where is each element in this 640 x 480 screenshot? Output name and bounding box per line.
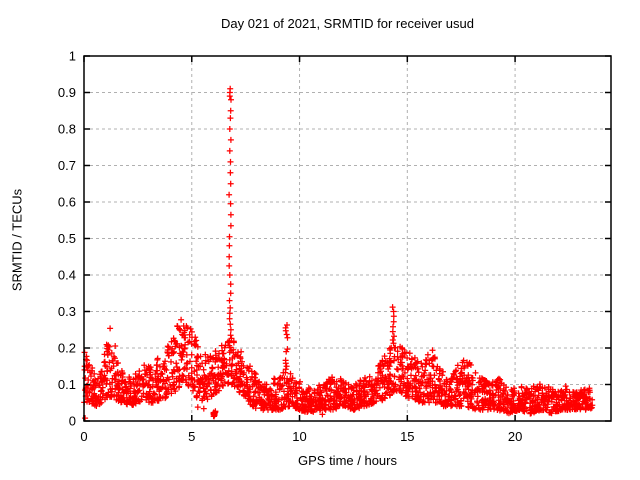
y-tick-label: 1 <box>69 49 76 64</box>
x-tick-label: 0 <box>80 429 87 444</box>
y-tick-label: 0.1 <box>58 377 76 392</box>
y-tick-label: 0.6 <box>58 195 76 210</box>
x-tick-label: 20 <box>508 429 522 444</box>
y-tick-label: 0.3 <box>58 304 76 319</box>
y-tick-label: 0.4 <box>58 268 76 283</box>
y-tick-label: 0.9 <box>58 85 76 100</box>
x-axis-title: GPS time / hours <box>298 453 397 468</box>
y-tick-label: 0.5 <box>58 231 76 246</box>
y-tick-label: 0.8 <box>58 122 76 137</box>
y-tick-label: 0.2 <box>58 341 76 356</box>
scatter-points <box>81 85 596 422</box>
x-tick-label: 10 <box>292 429 306 444</box>
x-tick-label: 5 <box>188 429 195 444</box>
y-axis-title: SRMTID / TECUs <box>9 188 25 292</box>
x-tick-label: 15 <box>400 429 414 444</box>
y-tick-label: 0.7 <box>58 158 76 173</box>
y-tick-label: 0 <box>69 414 76 429</box>
chart-title: Day 021 of 2021, SRMTID for receiver usu… <box>221 16 474 31</box>
